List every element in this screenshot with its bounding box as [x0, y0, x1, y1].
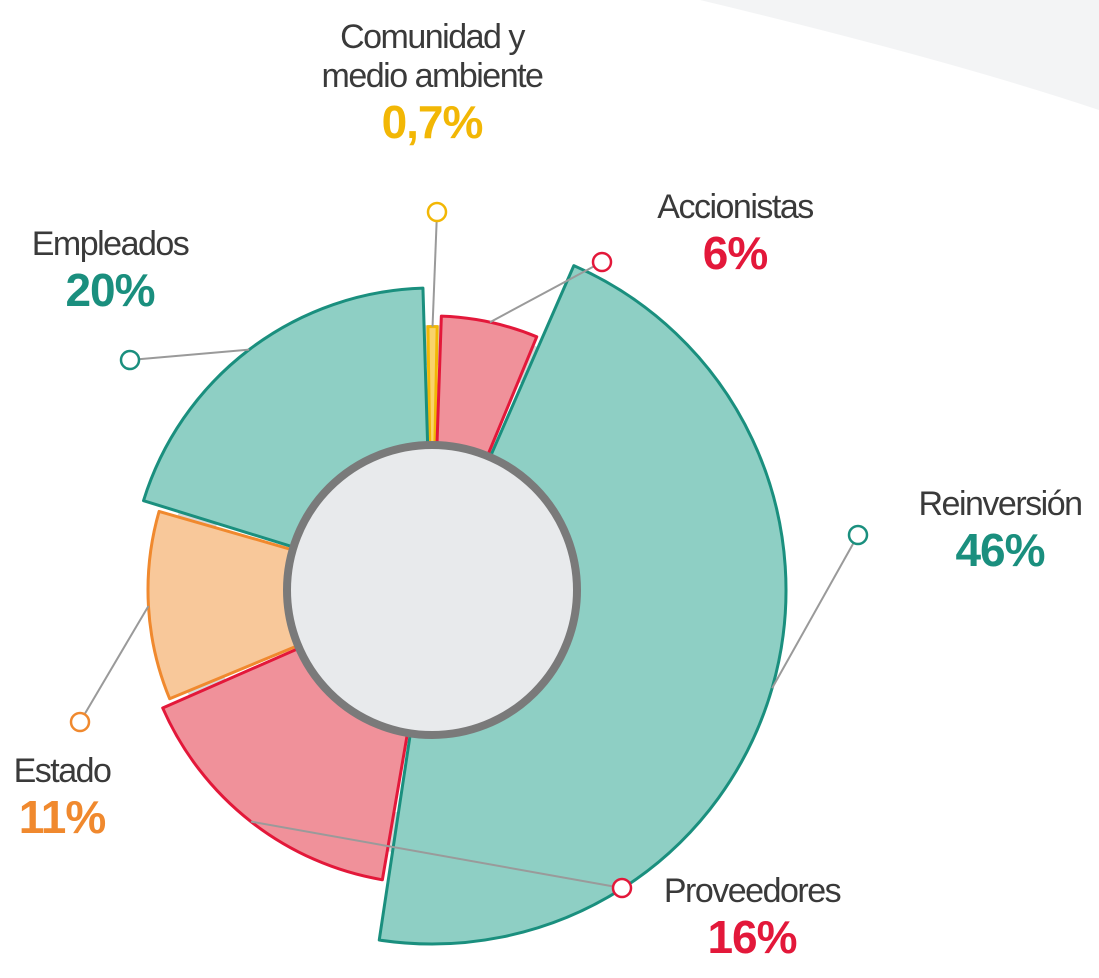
category-label: Estado — [13, 752, 112, 790]
value-label: 46% — [955, 524, 1045, 577]
leader-dot — [611, 877, 633, 899]
category-label: Empleados — [31, 225, 190, 263]
category-label: Comunidad y medio ambiente — [321, 18, 544, 96]
value-label: 16% — [707, 911, 797, 964]
slice-label: Proveedores 16% — [663, 872, 842, 964]
slice-label: Accionistas 6% — [657, 188, 814, 280]
leader-dot — [119, 349, 141, 371]
value-label: 11% — [18, 791, 107, 844]
leader-line — [79, 605, 150, 723]
leader-dot — [426, 201, 448, 223]
value-label: 20% — [65, 264, 155, 317]
leader-dot — [591, 251, 613, 273]
value-label: 6% — [702, 227, 768, 280]
category-label: Proveedores — [663, 872, 842, 910]
slice — [426, 325, 439, 452]
leader-dot — [69, 711, 91, 733]
leader-line — [489, 261, 603, 324]
leader-dot — [847, 524, 869, 546]
slice-label: Estado 11% — [13, 752, 112, 844]
leader-line — [431, 211, 438, 327]
background-shape — [700, 0, 1099, 110]
category-label: Reinversión — [918, 485, 1083, 523]
slice-label: Empleados 20% — [31, 225, 190, 317]
leader-line — [771, 534, 859, 689]
value-label: 0,7% — [381, 96, 484, 149]
leader-line — [250, 820, 623, 889]
center-circle — [283, 441, 581, 739]
category-label: Accionistas — [657, 188, 814, 226]
slice-label: Reinversión 46% — [918, 485, 1083, 577]
leader-line — [129, 348, 250, 361]
leaders — [69, 201, 869, 899]
slice-label: Comunidad y medio ambiente 0,7% — [321, 18, 544, 149]
